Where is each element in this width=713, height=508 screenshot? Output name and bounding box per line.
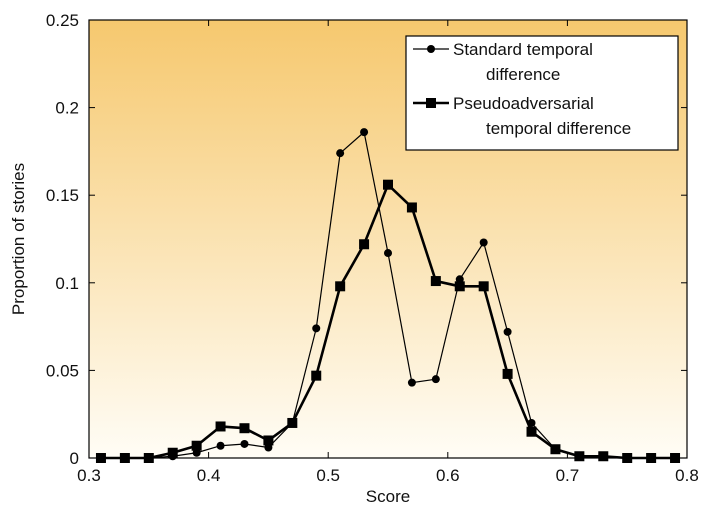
x-tick-label: 0.4 — [197, 466, 221, 485]
data-point-pseudoadversarial — [263, 435, 274, 446]
data-point-standard — [312, 324, 321, 333]
legend-marker-pseudoadversarial — [426, 98, 436, 108]
data-point-standard — [479, 238, 488, 247]
x-tick-label: 0.7 — [556, 466, 580, 485]
y-tick-label: 0.2 — [55, 99, 79, 118]
legend-label-standard-line1: Standard temporal — [453, 40, 593, 59]
legend-label-pseudoadversarial-line1: Pseudoadversarial — [453, 94, 594, 113]
data-point-pseudoadversarial — [287, 417, 298, 428]
data-point-standard — [360, 128, 369, 137]
legend-box — [405, 35, 679, 151]
y-tick-label: 0.25 — [46, 11, 79, 30]
data-point-pseudoadversarial — [502, 368, 513, 379]
legend-label-standard-line2: difference — [486, 65, 560, 84]
data-point-pseudoadversarial — [167, 447, 178, 458]
data-point-pseudoadversarial — [526, 426, 537, 437]
legend-marker-standard — [427, 45, 435, 53]
data-point-pseudoadversarial — [239, 423, 250, 434]
x-tick-label: 0.3 — [77, 466, 101, 485]
legend: Standard temporal difference Pseudoadver… — [405, 35, 679, 151]
data-point-standard — [455, 275, 464, 284]
plot-frame — [88, 19, 688, 459]
data-point-standard — [384, 249, 392, 258]
legend-label-pseudoadversarial-line2: temporal difference — [486, 119, 631, 138]
data-point-pseudoadversarial — [311, 370, 322, 381]
data-point-pseudoadversarial — [598, 451, 609, 462]
data-point-standard — [407, 378, 416, 387]
data-point-standard — [503, 327, 512, 336]
y-tick-label: 0 — [70, 449, 79, 468]
data-point-pseudoadversarial — [454, 281, 465, 292]
ticks-layer: 0.3 0.4 0.5 0.6 0.7 0.8 0 0.05 0.1 0.15 0.2 0.25 — [46, 11, 699, 485]
y-tick-label: 0.1 — [55, 274, 79, 293]
data-point-standard — [216, 441, 225, 450]
data-point-pseudoadversarial — [430, 276, 441, 287]
data-point-standard — [336, 149, 345, 158]
y-axis-title: Proportion of stories — [9, 163, 28, 315]
x-axis-title: Score — [366, 487, 410, 506]
data-point-standard — [192, 448, 201, 457]
data-point-pseudoadversarial — [359, 239, 370, 250]
data-point-pseudoadversarial — [406, 202, 417, 213]
data-point-standard — [431, 375, 440, 384]
data-point-pseudoadversarial — [335, 281, 346, 292]
x-tick-label: 0.5 — [316, 466, 340, 485]
x-tick-label: 0.6 — [436, 466, 460, 485]
x-tick-label: 0.8 — [675, 466, 699, 485]
data-point-pseudoadversarial — [191, 440, 202, 451]
y-tick-label: 0.05 — [46, 361, 79, 380]
data-point-standard — [240, 439, 249, 448]
data-point-pseudoadversarial — [383, 179, 393, 190]
y-tick-label: 0.15 — [46, 186, 79, 205]
data-point-pseudoadversarial — [215, 421, 226, 432]
data-point-standard — [264, 443, 273, 452]
data-point-pseudoadversarial — [478, 281, 489, 292]
data-point-pseudoadversarial — [574, 451, 585, 462]
data-point-pseudoadversarial — [550, 444, 561, 455]
